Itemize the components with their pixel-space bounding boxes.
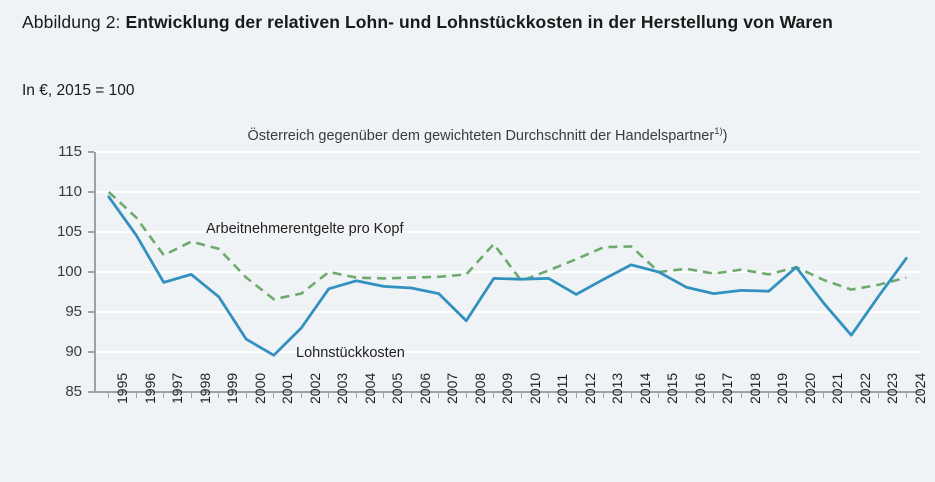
x-axis-tick-mark	[905, 392, 907, 398]
y-axis-tick-label: 110	[58, 183, 82, 200]
x-axis-tick-mark	[658, 392, 660, 398]
figure-label: Abbildung 2:	[22, 12, 121, 32]
figure-header: Abbildung 2: Entwicklung der relativen L…	[22, 10, 912, 35]
x-axis-tick-mark	[328, 392, 330, 398]
x-axis-tick-mark	[850, 392, 852, 398]
y-axis-tick-mark	[88, 311, 94, 313]
x-axis-tick-mark	[108, 392, 110, 398]
x-axis-tick-mark	[740, 392, 742, 398]
x-axis-tick-mark	[795, 392, 797, 398]
x-axis-tick-mark	[273, 392, 275, 398]
y-axis-tick-mark	[88, 271, 94, 273]
y-axis-line	[94, 152, 96, 392]
x-axis-tick-mark	[630, 392, 632, 398]
x-axis-tick-mark	[438, 392, 440, 398]
chart: Österreich gegenüber dem gewichteten Dur…	[0, 118, 935, 418]
gridline	[95, 311, 920, 313]
x-axis-tick-mark	[135, 392, 137, 398]
page-title: Abbildung 2: Entwicklung der relativen L…	[22, 10, 912, 35]
x-axis-tick-mark	[685, 392, 687, 398]
x-axis-tick-mark	[575, 392, 577, 398]
gridline	[95, 191, 920, 193]
y-axis-tick-label: 95	[65, 303, 82, 320]
line-arbeitnehmerentgelte-pro-kopf	[107, 191, 907, 301]
x-axis-tick-mark	[355, 392, 357, 398]
y-axis-tick-mark	[88, 391, 94, 393]
y-axis-tick-mark	[88, 191, 94, 193]
chart-subtitle-footnote: 1)	[714, 126, 723, 137]
y-axis-tick-label: 105	[56, 223, 82, 240]
x-axis-tick-mark	[300, 392, 302, 398]
x-axis-tick-mark	[768, 392, 770, 398]
gridline	[95, 151, 920, 153]
gridline	[95, 271, 920, 273]
annotation-wages: Arbeitnehmerentgelte pro Kopf	[206, 221, 404, 237]
x-axis-tick-mark	[410, 392, 412, 398]
y-axis-tick-label: 85	[65, 383, 82, 400]
gridline	[95, 351, 920, 353]
x-axis-tick-mark	[713, 392, 715, 398]
chart-subtitle: Österreich gegenüber dem gewichteten Dur…	[247, 126, 728, 144]
x-axis-tick-mark	[878, 392, 880, 398]
x-axis-tick-mark	[603, 392, 605, 398]
x-axis-tick-mark	[245, 392, 247, 398]
figure-units: In €, 2015 = 100	[22, 82, 135, 99]
y-axis-tick-label: 115	[58, 143, 82, 160]
y-axis-labels: 115 110 105 100 95 90 85	[22, 144, 82, 399]
x-axis-tick-mark	[163, 392, 165, 398]
y-axis-tick-label: 100	[56, 263, 82, 280]
figure-title-text: Entwicklung der relativen Lohn- und Lohn…	[125, 12, 833, 32]
x-axis-tick-mark	[383, 392, 385, 398]
x-axis-tick-mark	[465, 392, 467, 398]
annotation-ulc: Lohnstückkosten	[296, 345, 405, 361]
y-axis-tick-mark	[88, 231, 94, 233]
y-axis-tick-label: 90	[65, 343, 82, 360]
x-axis-tick-mark	[218, 392, 220, 398]
chart-subtitle-text: Österreich gegenüber dem gewichteten Dur…	[247, 127, 715, 144]
y-axis-tick-mark	[88, 151, 94, 153]
line-lohnstueckkosten	[107, 195, 908, 357]
x-axis-line	[94, 391, 921, 393]
x-axis-tick-mark	[823, 392, 825, 398]
series-lines	[107, 191, 908, 357]
y-axis-tick-mark	[88, 351, 94, 353]
x-axis-tick-mark	[520, 392, 522, 398]
gridline	[95, 231, 920, 233]
x-axis-tick-mark	[548, 392, 550, 398]
x-axis-tick-mark	[190, 392, 192, 398]
x-axis-tick-mark	[493, 392, 495, 398]
